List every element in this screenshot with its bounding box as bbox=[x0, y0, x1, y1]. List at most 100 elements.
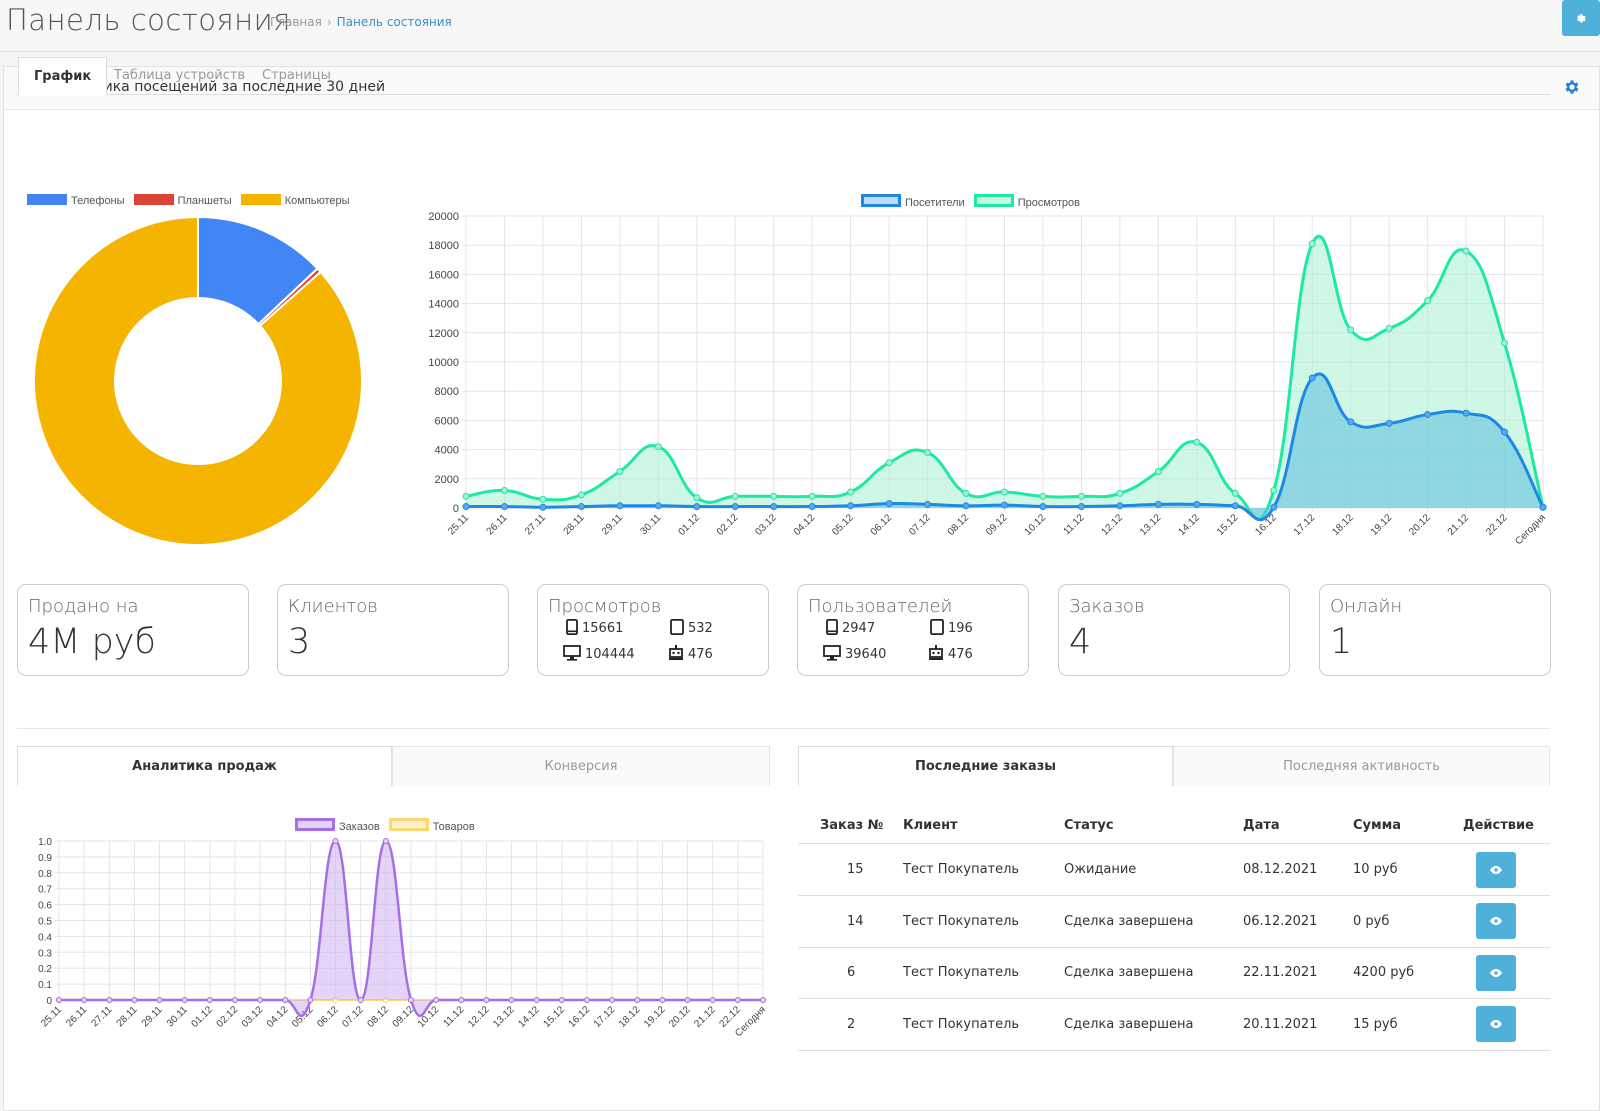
tab-pages[interactable]: Страницы bbox=[262, 68, 331, 83]
orders-series-point[interactable] bbox=[533, 997, 540, 1003]
views-series-point[interactable] bbox=[1039, 492, 1047, 500]
visitors-series-point[interactable] bbox=[847, 502, 855, 510]
visitors-series-point[interactable] bbox=[1001, 501, 1008, 509]
orders-series-point[interactable] bbox=[307, 997, 314, 1003]
visitors-series-point[interactable] bbox=[1270, 503, 1278, 511]
panel-settings-icon[interactable] bbox=[1563, 78, 1581, 96]
visitors-series-point[interactable] bbox=[1308, 374, 1316, 382]
orders-series-point[interactable] bbox=[156, 997, 163, 1003]
visitors-series-point[interactable] bbox=[1193, 500, 1201, 508]
orders-series-point[interactable] bbox=[458, 997, 465, 1003]
orders-series-point[interactable] bbox=[382, 838, 389, 844]
views-series-point[interactable] bbox=[962, 489, 970, 497]
legend-visitors[interactable]: Посетители bbox=[905, 197, 965, 209]
views-series-point[interactable] bbox=[654, 443, 662, 451]
orders-series-point[interactable] bbox=[684, 997, 691, 1003]
visitors-series-point[interactable] bbox=[616, 502, 624, 510]
tab-recent-orders[interactable]: Последние заказы bbox=[798, 746, 1173, 787]
orders-series-point[interactable] bbox=[634, 997, 641, 1003]
breadcrumb-home[interactable]: Главная bbox=[270, 15, 322, 29]
visitors-series-point[interactable] bbox=[924, 500, 932, 508]
visitors-series-point[interactable] bbox=[770, 503, 778, 511]
visitors-series-point[interactable] bbox=[1347, 418, 1355, 426]
orders-series-point[interactable] bbox=[257, 997, 264, 1003]
views-series-point[interactable] bbox=[462, 492, 470, 500]
tab-graph[interactable]: График bbox=[18, 57, 108, 96]
tab-device-table[interactable]: Таблица устройств bbox=[114, 68, 246, 83]
view-order-button[interactable] bbox=[1476, 851, 1516, 888]
views-series-point[interactable] bbox=[1231, 489, 1239, 497]
views-series-point[interactable] bbox=[577, 491, 585, 499]
views-series-point[interactable] bbox=[1385, 324, 1393, 332]
legend-goods[interactable]: Товаров bbox=[432, 821, 475, 833]
visitors-series-point[interactable] bbox=[731, 503, 739, 511]
orders-series-point[interactable] bbox=[332, 838, 339, 844]
view-order-button[interactable] bbox=[1476, 903, 1516, 939]
orders-series-point[interactable] bbox=[282, 997, 289, 1003]
orders-series-point[interactable] bbox=[408, 997, 414, 1003]
views-series-point[interactable] bbox=[1347, 326, 1355, 334]
views-series-point[interactable] bbox=[1270, 486, 1278, 494]
tab-recent-activity[interactable]: Последняя активность bbox=[1173, 746, 1550, 786]
visitors-series-point[interactable] bbox=[1539, 503, 1547, 511]
views-series-point[interactable] bbox=[616, 468, 624, 475]
visitors-series-point[interactable] bbox=[1077, 503, 1085, 511]
visitors-series-point[interactable] bbox=[577, 503, 585, 511]
orders-series-point[interactable] bbox=[584, 997, 590, 1003]
tab-conversion[interactable]: Конверсия bbox=[392, 746, 770, 786]
orders-series-point[interactable] bbox=[508, 997, 515, 1003]
orders-series-point[interactable] bbox=[232, 997, 238, 1003]
visitors-series-point[interactable] bbox=[1039, 503, 1047, 511]
visitors-series-point[interactable] bbox=[693, 503, 701, 511]
visitors-series-point[interactable] bbox=[1154, 500, 1162, 508]
views-series-point[interactable] bbox=[1001, 488, 1008, 496]
views-series-point[interactable] bbox=[1501, 339, 1509, 347]
orders-series-point[interactable] bbox=[483, 997, 490, 1003]
views-series-point[interactable] bbox=[885, 459, 893, 467]
views-series-point[interactable] bbox=[539, 495, 547, 503]
views-series-point[interactable] bbox=[500, 486, 508, 494]
visitors-series-point[interactable] bbox=[539, 503, 547, 511]
visitors-series-point[interactable] bbox=[1501, 428, 1509, 436]
views-series-point[interactable] bbox=[808, 492, 816, 500]
views-series-point[interactable] bbox=[1116, 489, 1124, 497]
tab-sales-analytics[interactable]: Аналитика продаж bbox=[17, 746, 392, 787]
view-order-button[interactable] bbox=[1476, 1006, 1516, 1042]
legend-phones[interactable]: Телефоны bbox=[71, 195, 125, 207]
orders-series-point[interactable] bbox=[734, 997, 741, 1003]
views-series-point[interactable] bbox=[693, 494, 701, 502]
orders-series-point[interactable] bbox=[206, 997, 213, 1003]
legend-views[interactable]: Просмотров bbox=[1017, 197, 1080, 209]
views-series-point[interactable] bbox=[1154, 468, 1162, 475]
visitors-series-point[interactable] bbox=[654, 502, 662, 510]
views-series-point[interactable] bbox=[1308, 240, 1316, 248]
views-series-point[interactable] bbox=[924, 449, 932, 457]
visitors-series-point[interactable] bbox=[1231, 502, 1239, 510]
orders-series-point[interactable] bbox=[609, 997, 616, 1003]
views-series-point[interactable] bbox=[770, 492, 778, 500]
legend-computers[interactable]: Компьютеры bbox=[284, 195, 350, 207]
visitors-series-point[interactable] bbox=[1462, 409, 1470, 417]
view-order-button[interactable] bbox=[1476, 954, 1516, 991]
orders-series-point[interactable] bbox=[106, 997, 113, 1003]
legend-orders[interactable]: Заказов bbox=[339, 821, 380, 833]
views-series-point[interactable] bbox=[847, 488, 855, 496]
orders-series-point[interactable] bbox=[659, 997, 666, 1003]
visitors-series-point[interactable] bbox=[808, 503, 816, 511]
orders-series-point[interactable] bbox=[760, 997, 766, 1003]
orders-series-point[interactable] bbox=[131, 997, 138, 1003]
visitors-series-point[interactable] bbox=[462, 503, 470, 511]
visitors-series-point[interactable] bbox=[1385, 419, 1393, 427]
orders-series-point[interactable] bbox=[81, 997, 88, 1003]
visitors-series-point[interactable] bbox=[1424, 411, 1432, 419]
views-series-point[interactable] bbox=[1193, 438, 1201, 446]
donut-slice-computers[interactable] bbox=[33, 215, 363, 546]
views-series-point[interactable] bbox=[1077, 492, 1085, 500]
views-series-point[interactable] bbox=[731, 492, 739, 500]
orders-series-point[interactable] bbox=[709, 997, 716, 1003]
orders-series-point[interactable] bbox=[56, 997, 62, 1003]
orders-series-point[interactable] bbox=[433, 997, 440, 1003]
orders-series-point[interactable] bbox=[357, 997, 364, 1003]
legend-tablets[interactable]: Планшеты bbox=[177, 195, 232, 207]
orders-series-point[interactable] bbox=[181, 997, 188, 1003]
